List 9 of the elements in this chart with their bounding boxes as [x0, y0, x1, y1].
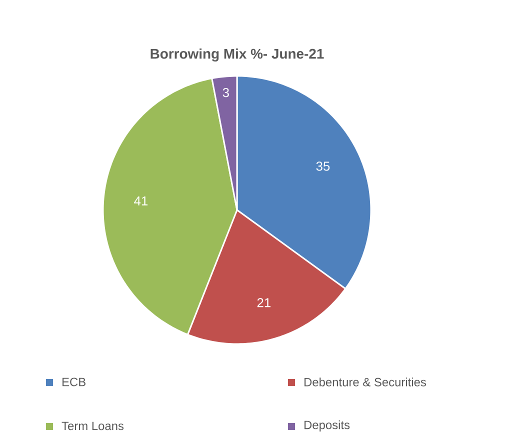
chart-title: Borrowing Mix %- June-21 [150, 48, 324, 62]
data-label: 35 [316, 162, 330, 171]
legend-label: Deposits [304, 420, 350, 432]
legend-label: ECB [62, 378, 86, 386]
legend-label: Debenture & Securities [304, 378, 426, 386]
data-label: 21 [257, 298, 271, 308]
legend-label: Term Loans [62, 422, 124, 430]
data-label: 41 [134, 196, 148, 206]
data-label: 3 [222, 88, 229, 98]
